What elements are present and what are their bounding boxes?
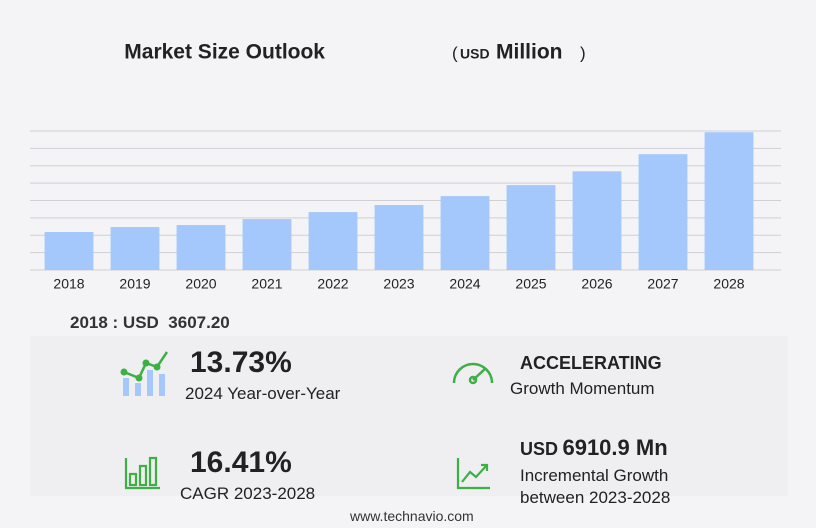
bar [176,225,226,270]
bar [704,132,754,270]
yoy-value: 13.73% [190,346,292,379]
bar [572,171,622,270]
title-paren: ) [580,43,586,62]
bar [110,227,160,270]
momentum-label: Growth Momentum [510,379,655,398]
x-tick-label: 2027 [647,276,678,292]
x-tick-label: 2024 [449,276,480,292]
chart-title: Market Size Outlook [124,41,325,64]
x-tick-label: 2023 [383,276,414,292]
cagr-icon [124,456,160,490]
footer: www.technavio.com [350,508,474,524]
incremental-currency: USD [520,439,559,459]
cagr-label: CAGR 2023-2028 [180,484,316,503]
title-currency: USD [460,46,490,62]
title-paren: ( [452,43,458,62]
x-tick-label: 2028 [713,276,744,292]
incremental-value: USD 6910.9 Mn [520,435,668,461]
bar [638,154,688,270]
bar [374,205,424,270]
x-tick-label: 2022 [317,276,348,292]
bar [44,232,94,270]
momentum-value: ACCELERATING [520,353,662,373]
base-value: 3607.20 [168,313,230,332]
incremental-icon [456,458,490,490]
x-tick-label: 2025 [515,276,546,292]
base-year: 2018 : USD [70,313,159,332]
chart: Market Size Outlook ( USD Million ) 2018… [30,41,781,292]
cagr-value: 16.41% [190,446,292,479]
bar [506,185,556,270]
x-tick-label: 2020 [185,276,216,292]
gauge-icon [452,362,494,385]
x-tick-label: 2026 [581,276,612,292]
incremental-period: between 2023-2028 [520,488,671,507]
x-tick-label: 2019 [119,276,150,292]
incremental-amount: 6910.9 Mn [562,435,668,460]
incremental-label: Incremental Growth [520,466,669,485]
yoy-label: 2024 Year-over-Year [185,384,341,403]
x-tick-label: 2021 [251,276,282,292]
x-tick-label: 2018 [53,276,84,292]
title-unit: Million [496,41,563,64]
bar [308,212,358,270]
base-label: 2018 : USD 3607.20 [70,313,230,333]
bar [440,196,490,270]
bar [242,219,292,270]
yoy-icon [120,351,169,396]
